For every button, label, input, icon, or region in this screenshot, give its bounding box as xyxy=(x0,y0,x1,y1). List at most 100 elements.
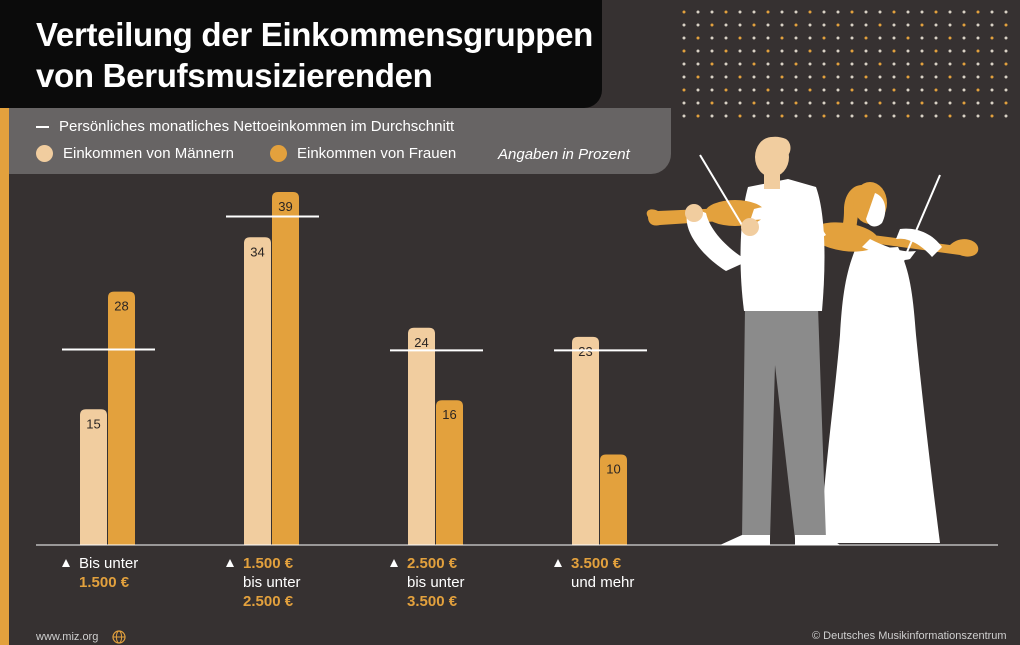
pattern-dot xyxy=(850,88,854,92)
pattern-dot xyxy=(794,10,798,14)
pattern-dot xyxy=(962,62,966,66)
pattern-dot xyxy=(934,88,938,92)
pattern-dot xyxy=(948,101,952,105)
pattern-dot xyxy=(864,23,868,27)
pattern-dot xyxy=(710,10,714,14)
pattern-dot xyxy=(920,10,924,14)
pattern-dot xyxy=(990,49,994,53)
pattern-dot xyxy=(906,88,910,92)
pattern-dot xyxy=(808,88,812,92)
pattern-dot xyxy=(948,23,952,27)
pattern-dot xyxy=(948,62,952,66)
data-label: 16 xyxy=(442,407,456,422)
pattern-dot xyxy=(934,36,938,40)
pattern-dot xyxy=(990,62,994,66)
pattern-dot xyxy=(822,62,826,66)
pattern-dot xyxy=(682,101,686,105)
pattern-dot xyxy=(794,23,798,27)
pattern-dot xyxy=(976,75,980,79)
pattern-dot xyxy=(906,75,910,79)
pattern-dot xyxy=(906,49,910,53)
pattern-dot xyxy=(990,88,994,92)
title-line-1: Verteilung der Einkommensgruppen xyxy=(36,16,594,53)
pattern-dot xyxy=(738,75,742,79)
pattern-dot xyxy=(710,114,714,118)
pattern-dot xyxy=(906,36,910,40)
pattern-dot xyxy=(738,62,742,66)
pattern-dot xyxy=(906,114,910,118)
pattern-dot xyxy=(864,62,868,66)
pattern-dot xyxy=(710,23,714,27)
pattern-dot xyxy=(892,88,896,92)
triangle-icon xyxy=(62,559,70,567)
pattern-dot xyxy=(850,49,854,53)
pattern-dot xyxy=(920,36,924,40)
category-label-line: und mehr xyxy=(571,574,635,591)
globe-icon xyxy=(112,630,126,644)
pattern-dot xyxy=(794,101,798,105)
pattern-dot xyxy=(976,36,980,40)
bar-women xyxy=(272,192,299,546)
pattern-dot xyxy=(780,114,784,118)
pattern-dot xyxy=(934,49,938,53)
pattern-dot xyxy=(682,75,686,79)
pattern-dot xyxy=(920,75,924,79)
pattern-dot xyxy=(948,88,952,92)
pattern-dot xyxy=(1004,88,1008,92)
pattern-dot xyxy=(682,49,686,53)
pattern-dot xyxy=(724,88,728,92)
pattern-dot xyxy=(962,49,966,53)
pattern-dot xyxy=(794,88,798,92)
pattern-dot xyxy=(892,114,896,118)
pattern-dot xyxy=(766,75,770,79)
pattern-dot xyxy=(836,10,840,14)
bar-men xyxy=(572,336,599,545)
pattern-dot xyxy=(1004,10,1008,14)
pattern-dot xyxy=(976,114,980,118)
pattern-dot xyxy=(878,101,882,105)
pattern-dot xyxy=(710,49,714,53)
pattern-dot xyxy=(780,23,784,27)
data-label: 24 xyxy=(414,335,428,350)
pattern-dot xyxy=(962,10,966,14)
category-label: 2.500 € bis unter 3.500 € xyxy=(390,554,465,611)
pattern-dot xyxy=(934,10,938,14)
pattern-dot xyxy=(934,23,938,27)
pattern-dot xyxy=(920,101,924,105)
legend-women: Einkommen von Frauen xyxy=(270,145,456,162)
pattern-dot xyxy=(724,10,728,14)
pattern-dot xyxy=(990,75,994,79)
pattern-dot xyxy=(752,101,756,105)
pattern-dot xyxy=(990,114,994,118)
pattern-dot xyxy=(934,101,938,105)
pattern-dot xyxy=(780,88,784,92)
pattern-dot xyxy=(724,23,728,27)
pattern-dot xyxy=(948,36,952,40)
category-label-line: 3.500 € xyxy=(407,593,458,610)
pattern-dot xyxy=(808,23,812,27)
pattern-dot xyxy=(682,23,686,27)
pattern-dot xyxy=(808,101,812,105)
pattern-dot xyxy=(878,88,882,92)
pattern-dot xyxy=(766,114,770,118)
pattern-dot xyxy=(990,23,994,27)
pattern-dot xyxy=(780,49,784,53)
data-label: 15 xyxy=(86,416,100,431)
pattern-dot xyxy=(906,23,910,27)
chart-title: Verteilung der Einkommensgruppen von Ber… xyxy=(36,14,593,96)
pattern-dot xyxy=(766,23,770,27)
pattern-dot xyxy=(906,10,910,14)
legend-men: Einkommen von Männern xyxy=(36,145,234,162)
pattern-dot xyxy=(850,62,854,66)
pattern-dot xyxy=(738,10,742,14)
pattern-dot xyxy=(892,101,896,105)
pattern-dot xyxy=(892,23,896,27)
pattern-dot xyxy=(934,114,938,118)
copyright: © Deutsches Musikinformationszentrum xyxy=(812,630,1007,642)
pattern-dot xyxy=(906,62,910,66)
pattern-dot xyxy=(752,49,756,53)
pattern-dot xyxy=(878,23,882,27)
pattern-dot xyxy=(864,75,868,79)
pattern-dot xyxy=(682,36,686,40)
pattern-dot xyxy=(794,75,798,79)
